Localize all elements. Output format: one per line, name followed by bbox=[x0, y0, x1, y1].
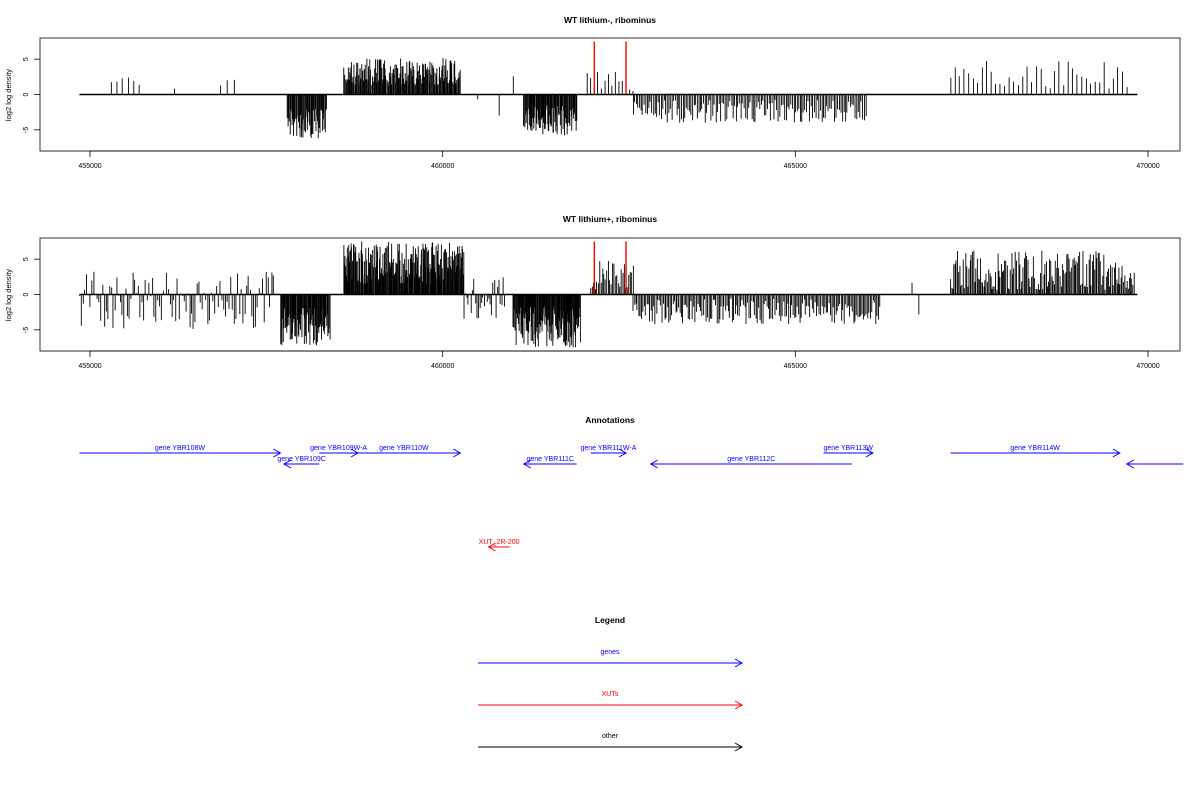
y-axis-label: log2 log density bbox=[4, 69, 13, 121]
annotations-title: Annotations bbox=[585, 415, 635, 425]
x-tick-label: 460000 bbox=[431, 163, 454, 170]
x-tick-label: 465000 bbox=[784, 163, 807, 170]
y-axis: -5 0 5 bbox=[23, 57, 40, 133]
x-tick-label: 455000 bbox=[78, 163, 101, 170]
panel-title: WT lithium+, ribominus bbox=[563, 214, 657, 224]
feature-label: gene YBR111C bbox=[526, 456, 573, 463]
arrow-head bbox=[1125, 459, 1135, 469]
arrow-head bbox=[734, 658, 744, 668]
arrow-head bbox=[487, 542, 496, 552]
x-tick-label: 455000 bbox=[78, 363, 101, 370]
density-bars bbox=[110, 58, 1128, 139]
y-tick-label: -5 bbox=[23, 327, 30, 333]
x-tick-label: 460000 bbox=[431, 363, 454, 370]
x-tick-label: 465000 bbox=[784, 363, 807, 370]
y-tick-label: 0 bbox=[23, 92, 30, 96]
arrow-head bbox=[865, 448, 874, 458]
feature-label: gene YBR109C bbox=[277, 456, 326, 463]
arrow-head bbox=[522, 459, 532, 469]
highlight-marks bbox=[593, 41, 627, 95]
highlight-marks bbox=[593, 241, 627, 295]
y-tick-label: -5 bbox=[23, 127, 30, 133]
legend-title: Legend bbox=[595, 615, 625, 625]
legend-label: other bbox=[602, 733, 619, 740]
feature-label: gene YBR109W-A bbox=[310, 445, 367, 452]
y-tick-label: 5 bbox=[23, 257, 30, 261]
arrow-head bbox=[1112, 448, 1121, 458]
arrow-head bbox=[734, 700, 744, 710]
x-tick-label: 470000 bbox=[1136, 163, 1159, 170]
feature-label: gene YBR113W bbox=[823, 445, 873, 452]
y-axis: -5 0 5 bbox=[23, 257, 40, 333]
arrow-head bbox=[649, 459, 658, 469]
track-panel-lithium-plus: WT lithium+, ribominus log2 log density … bbox=[4, 214, 1181, 370]
feature-label: gene YBR108W bbox=[155, 445, 205, 452]
density-bars bbox=[79, 241, 1135, 348]
x-axis: 455000 460000 465000 470000 bbox=[78, 350, 1160, 370]
feature-label: gene YBR114W bbox=[1010, 445, 1060, 452]
x-axis: 455000 460000 465000 470000 bbox=[78, 150, 1160, 170]
annotation-features: gene YBR108W gene YBR109C gene YBR109W-A ge… bbox=[79, 445, 1184, 552]
feature-label: XUT_2R-200 bbox=[479, 539, 520, 546]
arrow-head bbox=[734, 742, 744, 752]
arrow-head bbox=[273, 448, 282, 458]
legend-label: genes bbox=[600, 649, 620, 656]
arrow-head bbox=[453, 448, 462, 458]
feature-label: gene YBR110W bbox=[379, 445, 429, 452]
feature-label: gene YBR111W-A bbox=[580, 445, 636, 452]
feature-label: gene YBR112C bbox=[727, 456, 775, 463]
legend-items: genes XUTs other bbox=[478, 649, 744, 752]
panel-title: WT lithium-, ribominus bbox=[564, 15, 656, 25]
legend-label: XUTs bbox=[602, 691, 619, 698]
y-tick-label: 5 bbox=[23, 57, 30, 61]
legend: Legend genes XUTs other bbox=[478, 615, 744, 752]
x-tick-label: 470000 bbox=[1136, 363, 1159, 370]
arrow-head bbox=[618, 448, 628, 458]
track-panel-lithium-minus: WT lithium-, ribominus log2 log density … bbox=[4, 15, 1181, 170]
y-tick-label: 0 bbox=[23, 292, 30, 296]
y-axis-label: log2 log density bbox=[4, 269, 13, 321]
arrow-head bbox=[282, 459, 292, 469]
